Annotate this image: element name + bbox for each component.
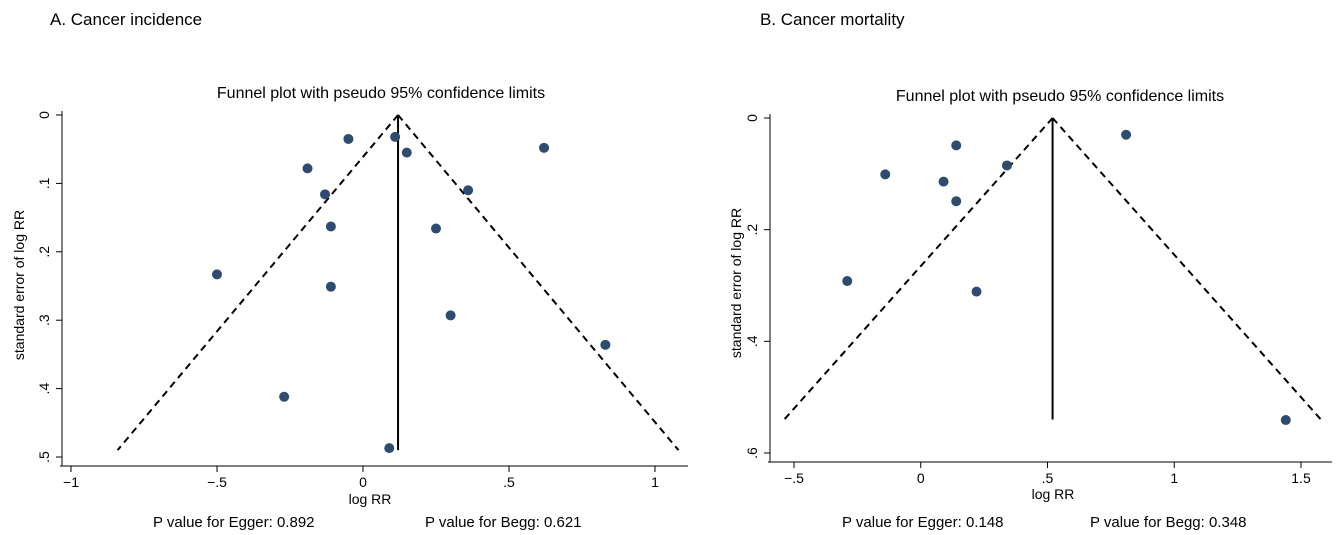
chart-a-x-tick-label: −1 <box>63 474 79 490</box>
chart-a-point <box>343 133 354 144</box>
chart-a-lower-limit <box>116 114 399 451</box>
chart-a-x-tick-label: 1 <box>651 474 659 490</box>
chart-b-point <box>1001 160 1012 171</box>
chart-a-y-tick-label: .3 <box>36 314 52 326</box>
chart-b-y-tick-label: .4 <box>744 335 760 347</box>
chart-a-point <box>431 223 441 234</box>
chart-a-point <box>320 189 331 200</box>
begg-pvalue-a: P value for Begg: 0.621 <box>425 514 582 531</box>
chart-a-point <box>463 185 474 196</box>
chart-b-point <box>951 140 962 151</box>
chart-b-title: Funnel plot with pseudo 95% confidence l… <box>896 88 1224 105</box>
chart-b-y-tick-label: .6 <box>744 447 760 459</box>
chart-a-point <box>600 339 611 350</box>
chart-b-y-tick-label: .2 <box>744 224 760 236</box>
chart-a-upper-limit <box>397 114 680 451</box>
chart-b-x-tick-label: 1 <box>1170 470 1178 486</box>
egger-pvalue-b: P value for Egger: 0.148 <box>842 514 1004 531</box>
chart-a-point <box>390 131 401 142</box>
chart-b-point <box>880 169 891 180</box>
chart-a-y-tick-label: .1 <box>36 177 52 189</box>
panel-b-label: B. Cancer mortality <box>760 10 905 29</box>
egger-pvalue-a: P value for Egger: 0.892 <box>153 514 315 531</box>
chart-b-point <box>1121 129 1132 140</box>
chart-a-y-label: standard error of log RR <box>11 210 27 360</box>
chart-a-x-tick-label: −.5 <box>207 474 227 490</box>
chart-a-title: Funnel plot with pseudo 95% confidence l… <box>217 85 545 102</box>
chart-a-y-tick-label: .5 <box>36 451 52 463</box>
chart-b-x-label: log RR <box>1032 486 1075 502</box>
chart-b-point <box>951 196 962 207</box>
chart-b-lower-limit <box>783 117 1054 421</box>
panel-a-label: A. Cancer incidence <box>50 10 203 29</box>
chart-b-x-tick-label: −.5 <box>784 470 804 486</box>
chart-a-y-tick-label: 0 <box>36 111 52 119</box>
chart-b-y-label: standard error of log RR <box>728 208 744 358</box>
chart-a-x-label: log RR <box>349 491 392 507</box>
chart-b-y-tick-label: 0 <box>744 114 760 122</box>
chart-a-point <box>401 147 412 158</box>
chart-a-point <box>384 443 395 454</box>
chart-b-point <box>1280 415 1291 426</box>
chart-a-point <box>325 221 336 232</box>
chart-b-x-tick-label: .5 <box>1042 470 1054 486</box>
chart-a-x-tick-label: 0 <box>359 474 367 490</box>
chart-a-y-tick-label: .2 <box>36 246 52 258</box>
chart-a-point <box>302 163 313 174</box>
chart-b-x-tick-label: 1.5 <box>1291 470 1311 486</box>
chart-b-upper-limit <box>1051 117 1322 421</box>
chart-b-point <box>842 276 853 287</box>
chart-a-point <box>212 269 222 280</box>
chart-a-y-tick-label: .4 <box>36 383 52 395</box>
chart-a-x-tick-label: .5 <box>503 474 515 490</box>
chart-a-point <box>445 310 456 321</box>
chart-a-point <box>279 391 290 402</box>
begg-pvalue-b: P value for Begg: 0.348 <box>1090 514 1247 531</box>
chart-b-point <box>971 286 982 297</box>
chart-b-point <box>938 176 949 187</box>
chart-b-x-tick-label: 0 <box>917 470 925 486</box>
chart-a-point <box>539 142 550 153</box>
chart-a-point <box>325 281 336 292</box>
